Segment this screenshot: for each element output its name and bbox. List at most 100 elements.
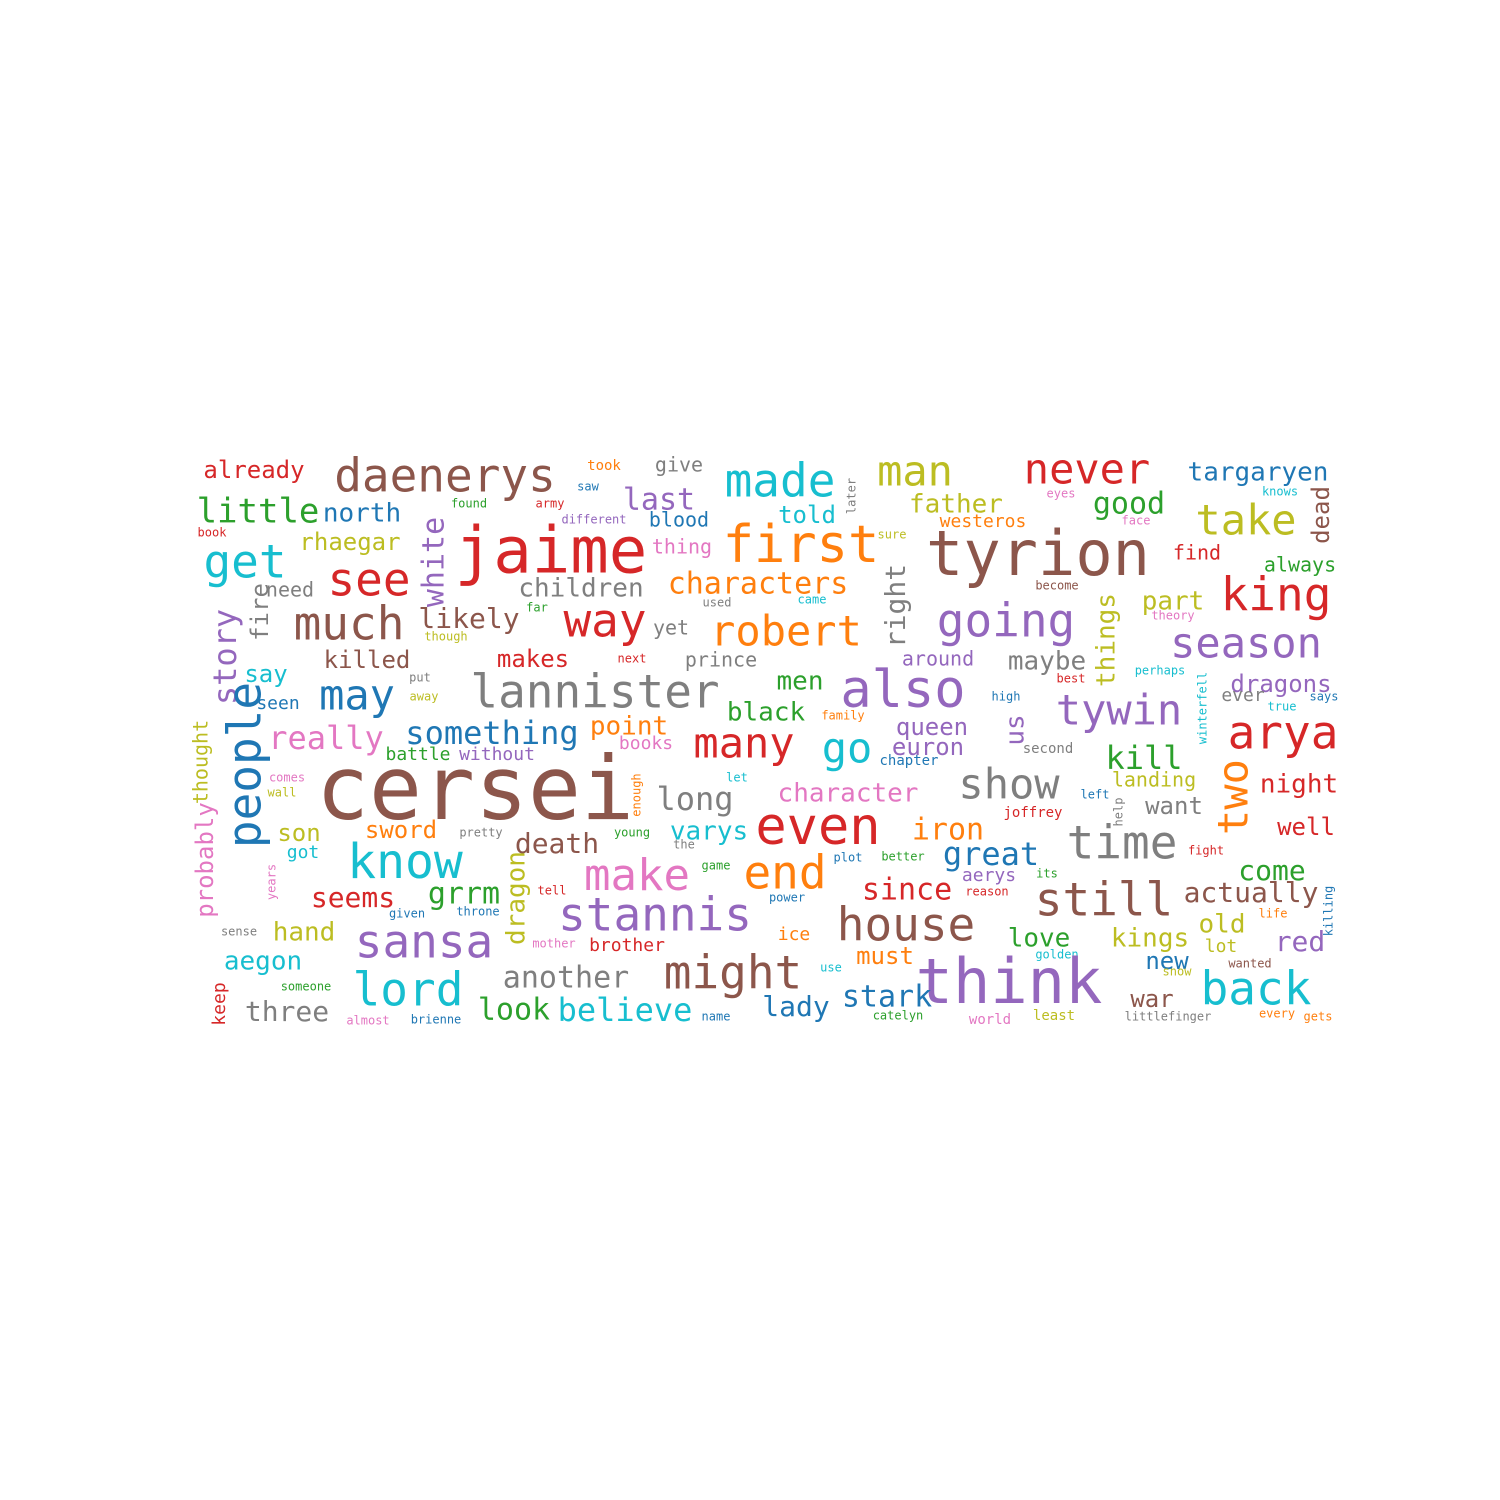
cloud-word: reason [965,885,1008,899]
cloud-word: think [916,945,1103,1018]
cloud-word: get [203,535,286,589]
cloud-word: something [405,714,578,752]
cloud-word: north [323,499,401,529]
cloud-word: believe [558,991,693,1029]
cloud-word: see [327,553,410,607]
cloud-word: lot [1205,936,1238,957]
cloud-word: may [319,671,395,720]
cloud-word: even [755,797,880,857]
cloud-word: help [1112,798,1126,827]
cloud-word: left [1081,788,1110,802]
cloud-word: grrm [428,877,500,912]
cloud-word: much [294,597,405,651]
cloud-word: want [1145,792,1203,820]
cloud-word: queen [896,713,968,741]
cloud-word: first [723,515,880,575]
cloud-word: thought [189,720,213,804]
cloud-word: good [1093,487,1165,522]
cloud-word: brienne [411,1013,462,1027]
cloud-word: keep [209,982,230,1025]
cloud-word: army [536,497,565,511]
cloud-word: chapter [879,753,938,769]
cloud-word: give [655,453,703,477]
cloud-word: character [778,779,919,809]
cloud-word: its [1036,867,1058,881]
cloud-word: end [743,846,826,900]
cloud-word: sansa [355,915,493,969]
cloud-word: little [197,492,320,532]
cloud-word: found [451,497,487,511]
cloud-word: king [1221,568,1332,622]
cloud-word: going [937,594,1075,648]
cloud-word: part [1142,587,1205,617]
cloud-word: man [877,447,953,496]
cloud-word: wall [268,786,297,800]
cloud-word: things [1092,593,1122,687]
cloud-word: might [664,946,802,1000]
cloud-word: white [417,517,452,607]
cloud-word: need [266,578,314,602]
cloud-word: let [726,771,748,785]
cloud-word: golden [1035,948,1078,962]
cloud-word: snow [1163,965,1193,979]
cloud-word: long [656,780,733,818]
cloud-word: another [503,961,629,996]
cloud-word: world [969,1012,1011,1028]
cloud-word: story [206,609,244,705]
cloud-word: told [778,501,836,529]
cloud-word: love [1008,924,1071,954]
cloud-word: daenerys [334,449,556,503]
cloud-word: wanted [1228,957,1271,971]
cloud-word: enough [630,773,644,816]
cloud-word: actually [1184,876,1319,909]
cloud-word: death [515,827,599,860]
cloud-word: fight [1188,844,1224,858]
cloud-word: say [244,660,287,688]
cloud-word: true [1268,700,1297,714]
cloud-word: winterfell [1196,672,1210,744]
cloud-word: night [1260,770,1338,800]
cloud-word: dragon [502,851,532,945]
cloud-word: life [1259,907,1288,921]
cloud-word: father [909,490,1003,520]
cloud-word: sword [365,816,437,844]
cloud-word: lannister [470,665,719,719]
cloud-word: yet [653,616,689,640]
cloud-word: every [1259,1007,1295,1021]
cloud-word: pretty [459,826,502,840]
cloud-word: killing [1322,886,1336,937]
cloud-word: seen [256,693,299,714]
cloud-word: stannis [558,888,752,942]
cloud-word: throne [456,905,499,919]
cloud-word: mother [532,937,575,951]
cloud-word: fire [246,583,274,641]
cloud-word: men [777,667,824,697]
cloud-word: years [265,864,279,900]
cloud-word: characters [668,567,849,602]
cloud-word: young [614,826,650,840]
cloud-word: different [561,513,626,527]
cloud-word: stark [842,980,932,1015]
cloud-word: sense [221,925,257,939]
cloud-word: great [943,835,1039,873]
cloud-word: name [702,1010,731,1024]
cloud-word: way [563,594,646,648]
cloud-word: euron [892,733,964,761]
cloud-word: comes [269,771,305,785]
cloud-word: away [410,690,439,704]
cloud-word: lord [353,963,464,1017]
cloud-word: lady [762,990,829,1023]
cloud-word: without [459,744,535,765]
cloud-word: game [702,859,731,873]
cloud-word: cersei [316,737,634,840]
cloud-word: black [727,698,806,728]
cloud-word: sure [878,528,907,542]
cloud-word: likely [418,602,519,635]
cloud-word: look [478,993,550,1028]
cloud-word: plot [834,851,863,865]
cloud-word: kill [1105,739,1182,777]
cloud-word: also [840,660,965,720]
cloud-word: iron [912,813,984,848]
cloud-word: two [1209,759,1258,835]
